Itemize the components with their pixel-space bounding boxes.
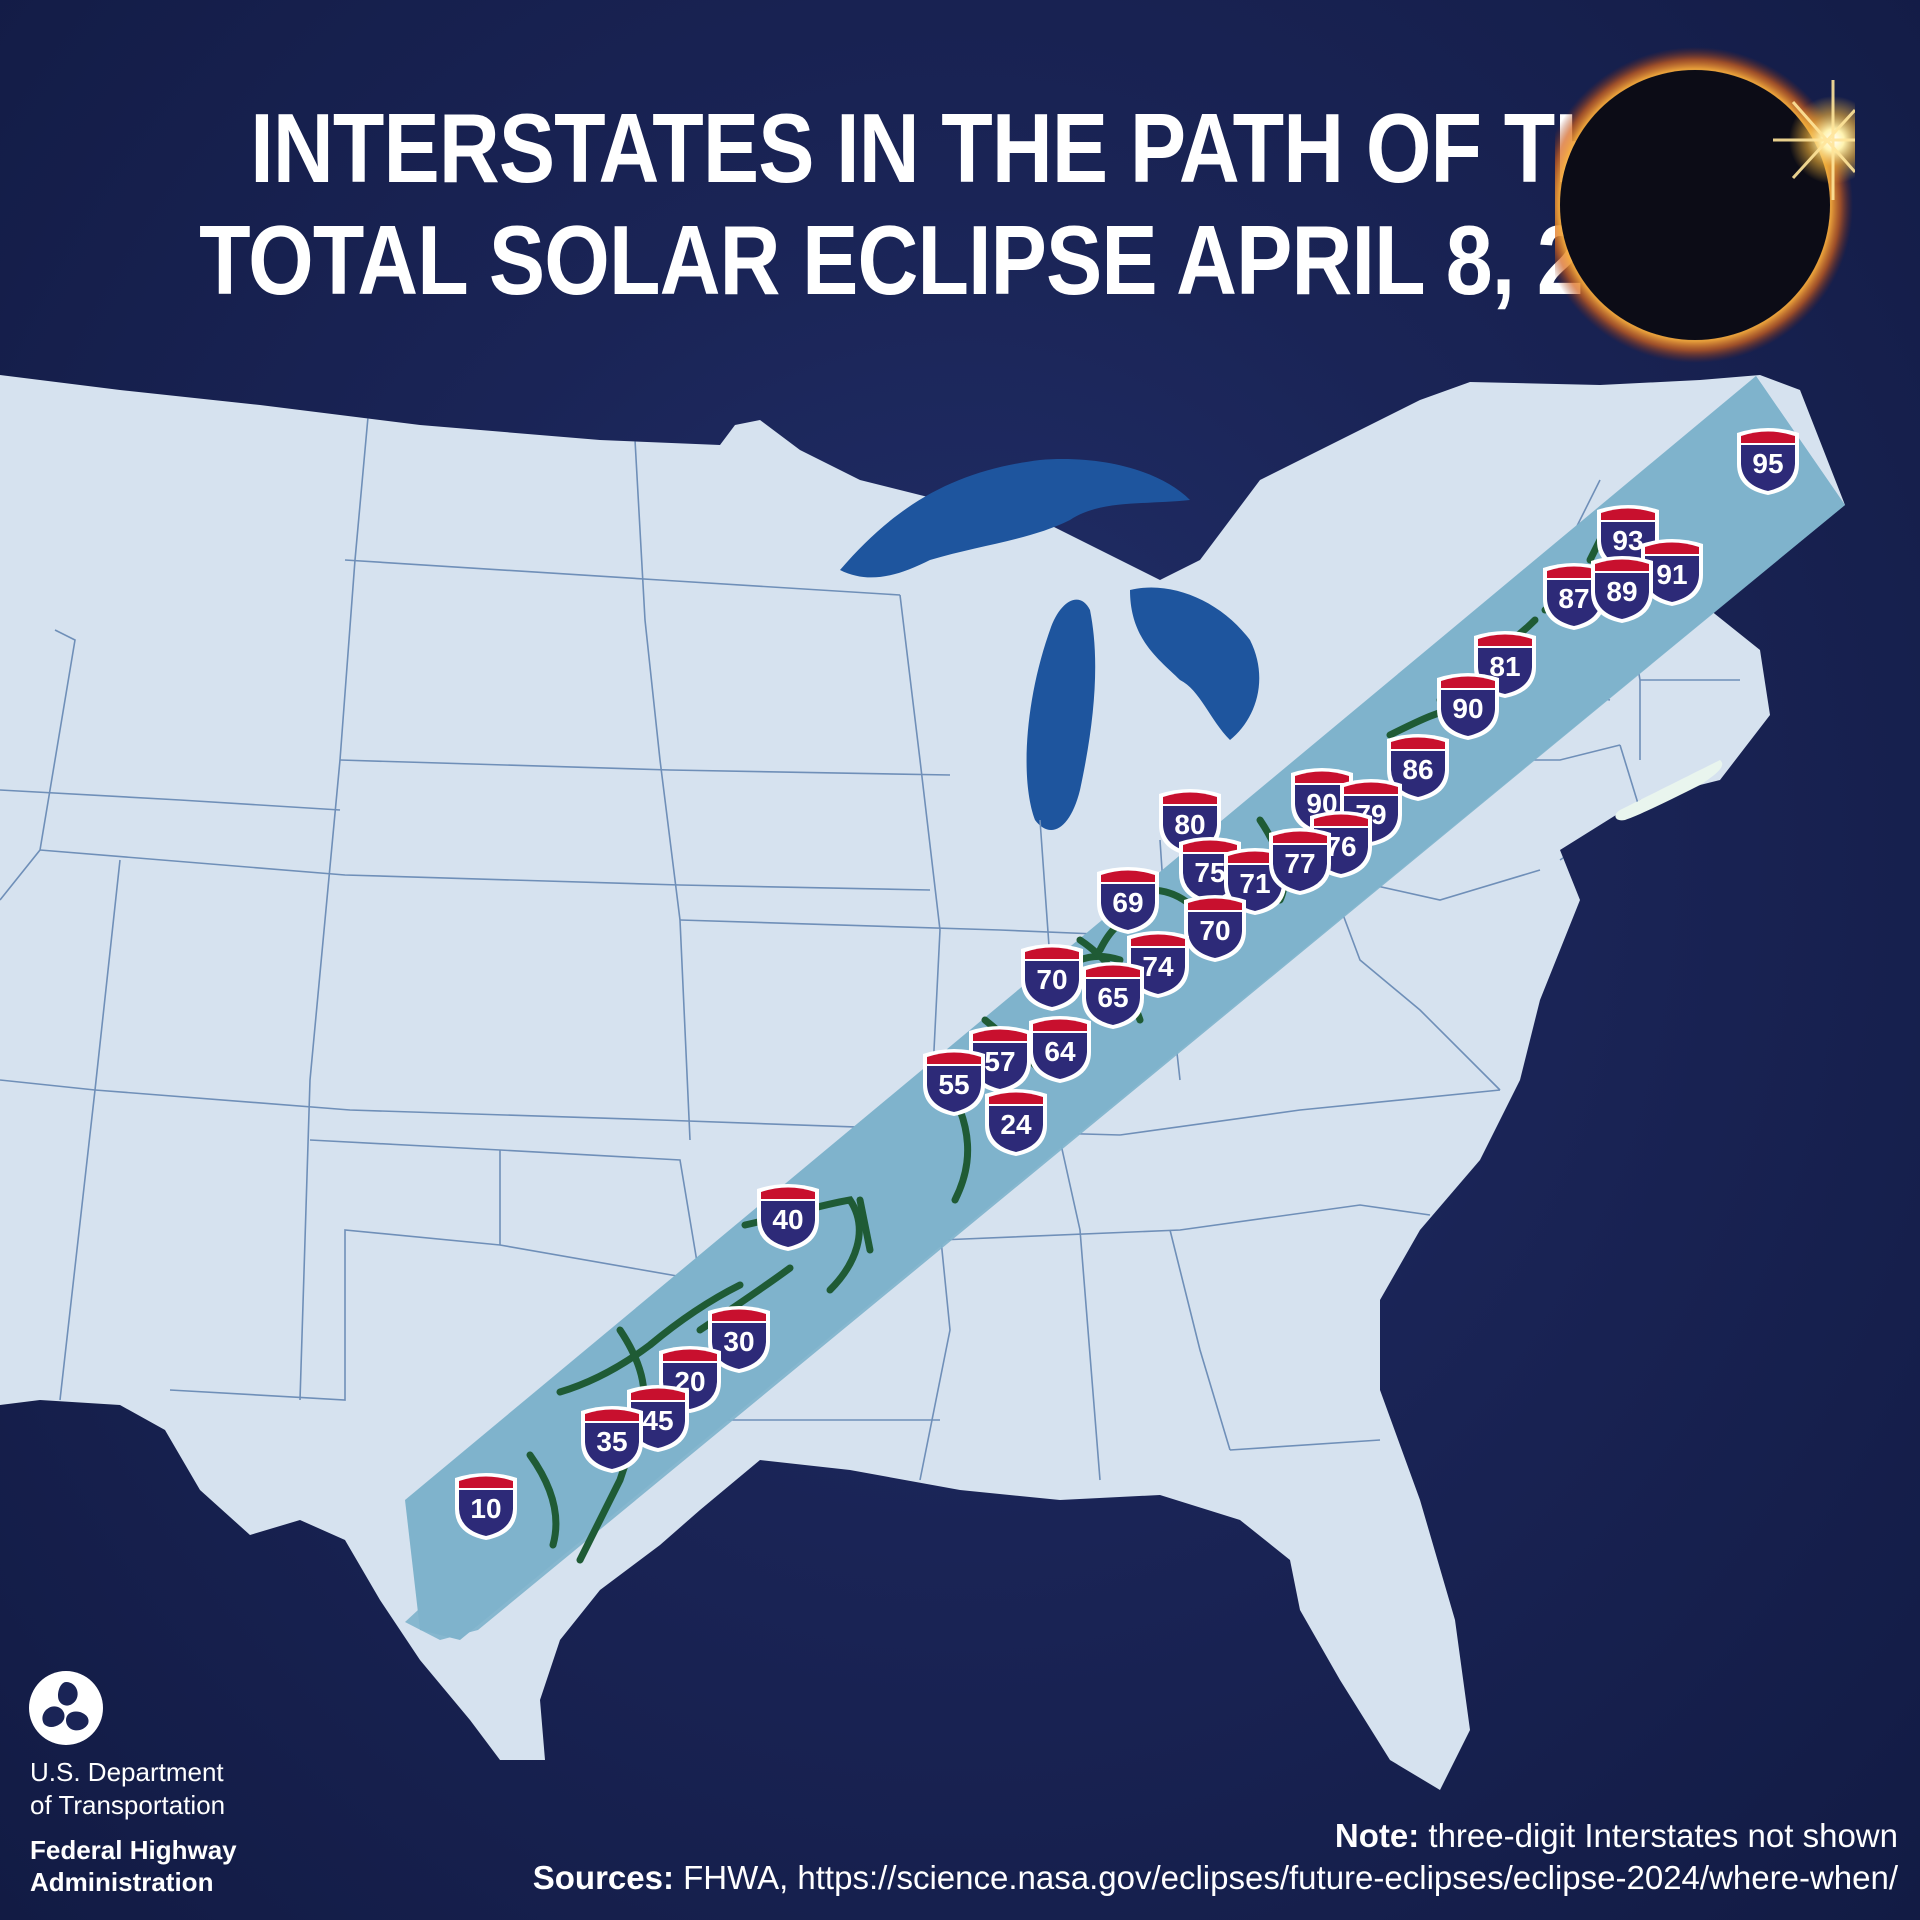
lake-huron bbox=[1130, 587, 1260, 740]
page-title: INTERSTATES IN THE PATH OF THE TOTAL SOL… bbox=[134, 92, 1785, 316]
interstate-number: 65 bbox=[1097, 982, 1128, 1013]
interstate-number: 93 bbox=[1612, 525, 1643, 556]
interstate-shield-64: 64 bbox=[1029, 1016, 1091, 1083]
interstate-number: 64 bbox=[1044, 1036, 1076, 1067]
interstate-shield-95: 95 bbox=[1737, 428, 1799, 495]
dot-name-line-1: U.S. Department bbox=[30, 1757, 224, 1787]
interstate-shield-70: 70 bbox=[1021, 944, 1083, 1011]
title-line-2: TOTAL SOLAR ECLIPSE APRIL 8, 2024 bbox=[199, 205, 1722, 315]
interstate-number: 24 bbox=[1000, 1109, 1032, 1140]
fhwa-name-line-2: Administration bbox=[30, 1867, 214, 1897]
interstate-shield-40: 40 bbox=[757, 1184, 819, 1251]
long-island bbox=[1615, 760, 1723, 821]
interstate-number: 80 bbox=[1174, 809, 1205, 840]
sources-label: Sources: bbox=[532, 1859, 674, 1896]
sources-body: FHWA, https://science.nasa.gov/eclipses/… bbox=[673, 1859, 1898, 1896]
interstate-number: 70 bbox=[1199, 915, 1230, 946]
interstate-shield-35: 35 bbox=[581, 1406, 643, 1473]
interstate-number: 77 bbox=[1284, 848, 1315, 879]
interstate-shield-30: 30 bbox=[708, 1306, 770, 1373]
interstate-number: 10 bbox=[470, 1493, 501, 1524]
interstate-number: 69 bbox=[1112, 887, 1143, 918]
lake-superior bbox=[840, 459, 1190, 578]
interstate-number: 89 bbox=[1606, 576, 1637, 607]
interstate-number: 75 bbox=[1194, 857, 1225, 888]
interstate-number: 95 bbox=[1752, 448, 1783, 479]
interstate-shield-74: 74 bbox=[1127, 931, 1189, 998]
fhwa-name-line-1: Federal Highway bbox=[30, 1835, 237, 1865]
interstate-number: 35 bbox=[596, 1426, 627, 1457]
interstate-shield-91: 91 bbox=[1641, 539, 1703, 606]
interstate-shield-24: 24 bbox=[985, 1089, 1047, 1156]
interstate-shield-86: 86 bbox=[1387, 734, 1449, 801]
interstate-number: 70 bbox=[1036, 964, 1067, 995]
title-line-1: INTERSTATES IN THE PATH OF THE bbox=[250, 93, 1670, 203]
interstate-number: 57 bbox=[984, 1046, 1015, 1077]
interstate-shield-77: 77 bbox=[1269, 828, 1331, 895]
note-body: three-digit Interstates not shown bbox=[1419, 1817, 1898, 1854]
interstate-shield-10: 10 bbox=[455, 1473, 517, 1540]
dot-name-line-2: of Transportation bbox=[30, 1790, 226, 1820]
interstate-shield-70: 70 bbox=[1184, 895, 1246, 962]
interstate-shield-89: 89 bbox=[1591, 556, 1653, 623]
lake-michigan bbox=[1026, 599, 1096, 830]
interstate-number: 86 bbox=[1402, 754, 1433, 785]
interstate-number: 74 bbox=[1142, 951, 1174, 982]
interstate-shield-90: 90 bbox=[1437, 673, 1499, 740]
interstate-shield-87: 87 bbox=[1543, 563, 1605, 630]
solar-eclipse-icon bbox=[1555, 47, 1855, 363]
interstate-number: 90 bbox=[1452, 693, 1483, 724]
interstate-number: 87 bbox=[1558, 583, 1589, 614]
note-label: Note: bbox=[1334, 1817, 1420, 1854]
dot-triskelion-logo bbox=[29, 1671, 103, 1745]
sources-text: Sources: FHWA, https://science.nasa.gov/… bbox=[533, 1858, 1898, 1898]
note-text: Note: three-digit Interstates not shown bbox=[1335, 1816, 1898, 1856]
interstate-shield-55: 55 bbox=[923, 1049, 985, 1116]
interstate-number: 30 bbox=[723, 1326, 754, 1357]
interstate-shield-69: 69 bbox=[1097, 867, 1159, 934]
interstate-number: 45 bbox=[642, 1405, 673, 1436]
interstate-shield-65: 65 bbox=[1082, 962, 1144, 1029]
interstate-number: 40 bbox=[772, 1204, 803, 1235]
interstate-number: 55 bbox=[938, 1069, 969, 1100]
interstate-number: 71 bbox=[1239, 868, 1270, 899]
interstate-number: 91 bbox=[1656, 559, 1687, 590]
